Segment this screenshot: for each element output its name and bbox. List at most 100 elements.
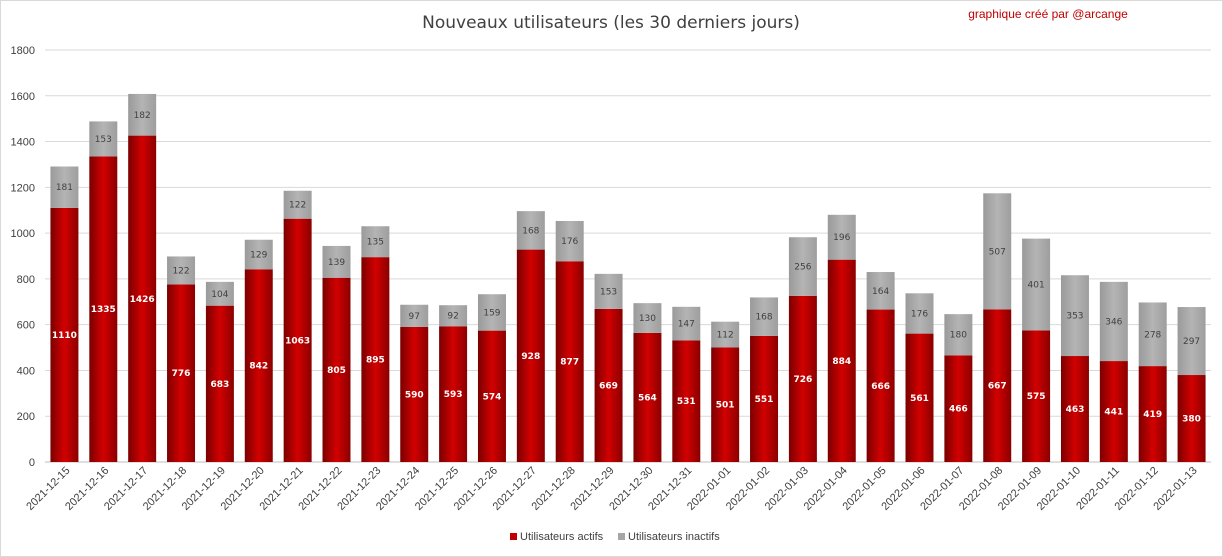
data-label-active: 466 [949,405,968,415]
bar-inactive [1022,238,1051,331]
bar-active [788,295,817,462]
y-tick-label: 400 [17,365,35,377]
data-label-inactive: 180 [950,331,967,341]
bar-inactive [89,121,118,157]
data-label-active: 877 [560,358,579,368]
data-label-inactive: 135 [367,238,384,248]
bar-inactive [244,239,273,270]
data-label-inactive: 297 [1183,337,1200,347]
bar-inactive [555,220,584,262]
bar-inactive [477,294,506,331]
bar-inactive [1099,281,1128,362]
bar-active [750,335,779,462]
data-label-active: 1063 [285,336,310,346]
bar-inactive [594,273,623,309]
data-label-inactive: 353 [1066,312,1083,322]
bar-inactive [167,256,196,285]
bar-inactive [205,281,234,306]
bar-active [361,257,390,462]
chart-title: Nouveaux utilisateurs (les 30 derniers j… [422,13,800,33]
data-label-active: 928 [521,352,540,362]
data-label-inactive: 507 [989,247,1006,257]
bar-active [905,333,934,462]
bar-inactive [361,226,390,258]
bar-active [672,340,701,462]
data-label-active: 683 [211,380,230,390]
data-label-inactive: 181 [56,183,73,193]
y-tick-label: 600 [17,320,35,332]
data-label-inactive: 122 [289,201,306,211]
data-label-inactive: 176 [911,309,928,319]
bar-inactive [283,190,312,219]
bar-active [244,269,273,462]
legend-swatch-inactive [618,533,625,540]
data-label-inactive: 104 [211,290,228,300]
y-axis: 0 200 400 600 800 1000 1200 1400 1600 1800 [11,45,35,469]
bar-active [594,308,623,462]
bar-active [167,284,196,462]
data-label-active: 1426 [130,295,155,305]
bar-inactive [1177,307,1206,376]
data-label-active: 805 [327,366,346,376]
data-label-active: 531 [677,397,696,407]
x-axis: 2021-12-152021-12-162021-12-172021-12-18… [24,465,1199,513]
data-label-inactive: 112 [717,331,734,341]
data-label-active: 441 [1104,408,1123,418]
y-tick-label: 200 [17,411,35,423]
bar-active [1022,330,1051,462]
bar-active [128,135,157,463]
bar-active [711,347,740,462]
data-label-inactive: 182 [134,111,151,121]
data-label-active: 669 [599,381,618,391]
bar-active [866,309,895,462]
bar-inactive [1138,302,1167,367]
bar-inactive [128,93,157,136]
data-label-active: 776 [172,369,191,379]
bar-inactive [944,314,973,356]
bar-inactive [905,293,934,334]
bar-active [555,261,584,462]
data-label-inactive: 139 [328,258,345,268]
data-label-active: 726 [794,375,813,385]
y-tick-label: 1200 [11,182,35,194]
data-label-inactive: 129 [250,251,267,261]
bar-inactive [711,321,740,348]
data-label-inactive: 278 [1144,330,1161,340]
data-label-active: 564 [638,393,657,403]
data-label-active: 842 [249,362,268,372]
bar-inactive [322,245,351,278]
bar-inactive [516,211,545,250]
data-label-inactive: 176 [561,237,578,247]
data-label-inactive: 130 [639,314,656,324]
bar-active [983,309,1012,462]
data-label-inactive: 256 [794,263,811,273]
bar-active [477,330,506,462]
data-label-active: 574 [483,392,502,402]
data-label-inactive: 97 [409,312,420,322]
bar-inactive [1060,275,1089,357]
gridlines [45,49,1211,463]
legend-swatch-active [510,533,517,540]
y-tick-label: 0 [29,457,35,469]
bar-inactive [672,306,701,341]
data-label-inactive: 346 [1105,317,1122,327]
data-label-inactive: 92 [447,312,458,322]
data-label-inactive: 153 [600,287,617,297]
bar-active [827,259,856,462]
data-label-active: 501 [716,401,735,411]
bar-active [322,277,351,462]
data-label-active: 463 [1066,405,1085,415]
data-label-inactive: 196 [833,233,850,243]
data-label-inactive: 168 [522,226,539,236]
bar-inactive [788,237,817,296]
bar-inactive [50,166,79,208]
bar-active [1099,361,1128,462]
bar-active [283,218,312,462]
bar-active [516,249,545,462]
data-label-active: 884 [832,357,851,367]
data-label-active: 666 [871,382,890,392]
bars [50,93,1206,463]
data-label-inactive: 122 [172,266,189,276]
